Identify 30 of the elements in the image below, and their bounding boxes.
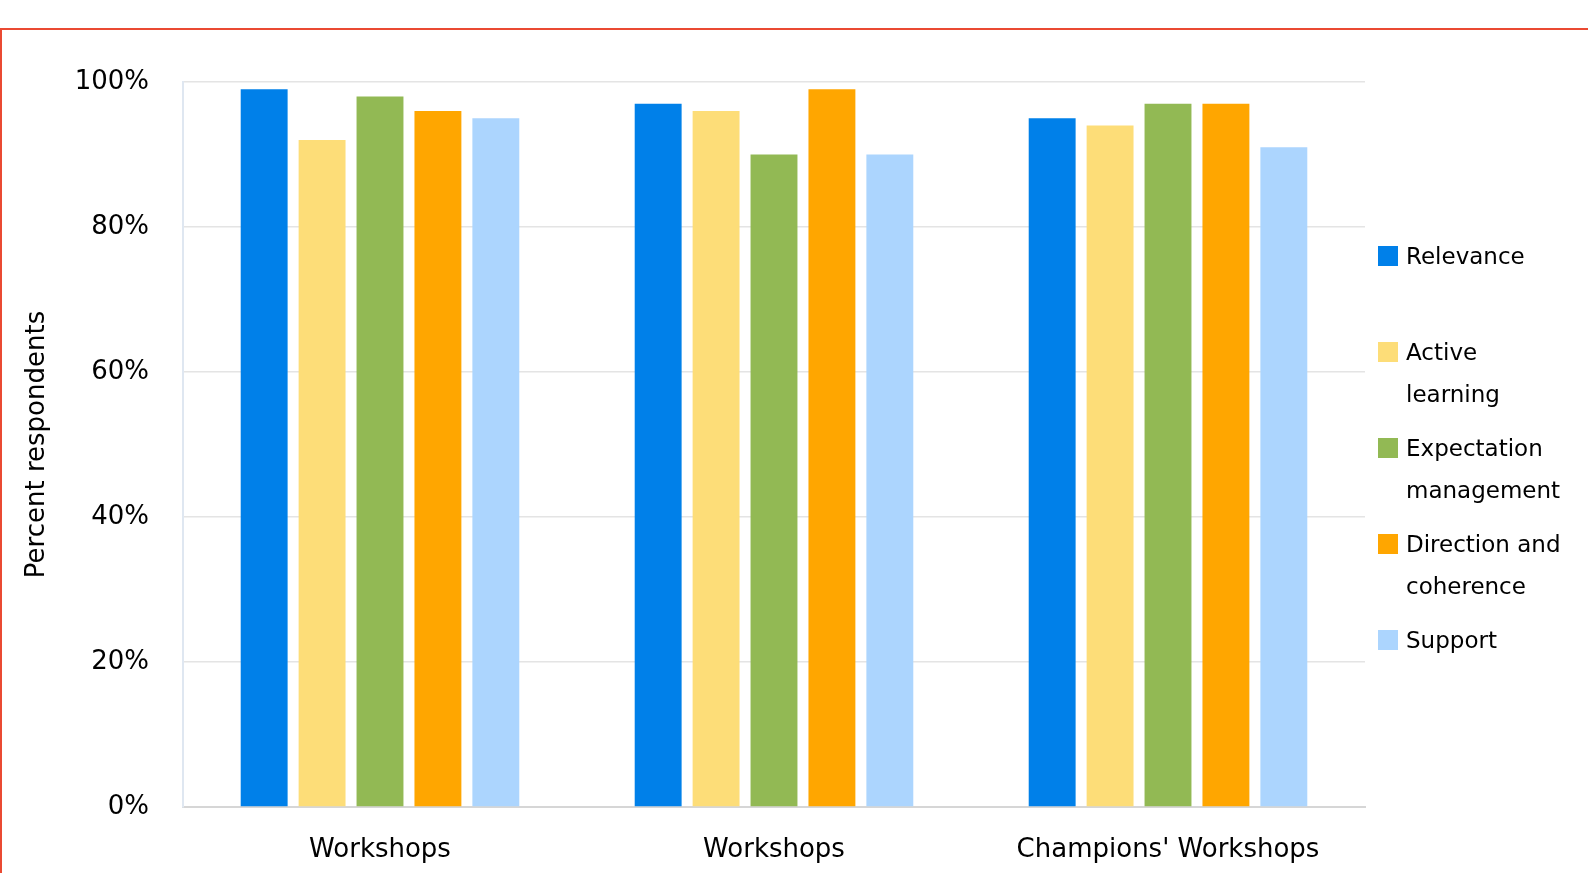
bar xyxy=(298,140,346,807)
bar xyxy=(414,111,462,807)
bar xyxy=(472,118,520,807)
bar xyxy=(634,103,682,807)
y-tick-label: 40% xyxy=(91,499,149,530)
bar xyxy=(1086,125,1134,807)
bar xyxy=(692,111,740,807)
x-tick-label: Workshops xyxy=(703,833,845,864)
bar xyxy=(1202,103,1250,807)
legend-label: Active learning xyxy=(1406,338,1501,409)
x-tick-label: Workshops xyxy=(309,833,451,864)
bar xyxy=(1260,147,1308,807)
legend-label: Direction and coherence xyxy=(1406,530,1562,601)
bar xyxy=(356,96,404,807)
bar xyxy=(750,154,798,807)
legend-label: Expectation management xyxy=(1406,434,1562,505)
bar xyxy=(1144,103,1192,807)
y-tick-label: 60% xyxy=(91,354,149,385)
bar xyxy=(240,89,288,807)
x-tick-label: Champions' Workshops xyxy=(1016,833,1320,864)
legend-label: Relevance xyxy=(1406,242,1526,271)
y-tick-label: 80% xyxy=(91,209,149,240)
y-tick-label: 20% xyxy=(91,644,149,675)
y-tick-label: 100% xyxy=(74,64,149,95)
bar xyxy=(1028,118,1076,807)
legend-label: Support xyxy=(1406,626,1498,655)
bar xyxy=(866,154,914,807)
y-tick-label: 0% xyxy=(107,789,149,820)
bar xyxy=(808,89,856,807)
y-axis-title: Percent respondents xyxy=(20,310,51,579)
